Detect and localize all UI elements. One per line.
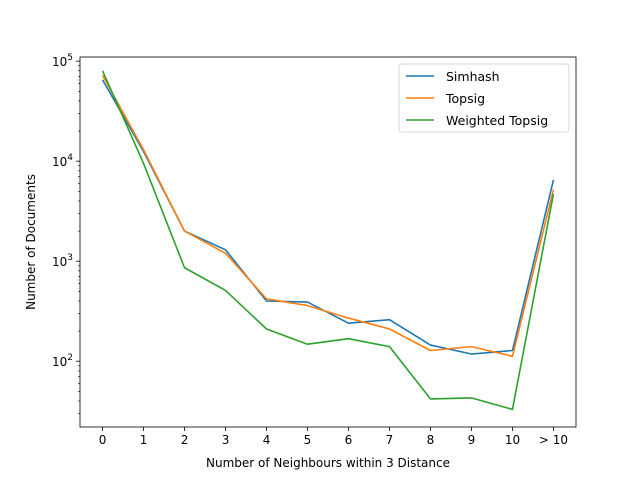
y-tick-label: 105 [52,53,73,69]
x-tick-label: 4 [263,433,271,447]
x-axis-ticks: 0 1 2 3 4 5 6 7 8 9 10 > 10 [99,427,568,447]
x-tick-label: 5 [304,433,312,447]
x-tick-label: 6 [345,433,353,447]
legend-entry: Simhash [446,69,500,84]
x-tick-label: 2 [181,433,189,447]
series-layer [101,70,555,411]
x-tick-label: 10 [505,433,520,447]
legend-entry: Weighted Topsig [446,113,548,128]
y-axis-label: Number of Documents [24,174,38,310]
series-line-weighted-topsig [101,70,555,411]
y-tick-label: 104 [52,153,73,169]
legend-entry: Topsig [445,91,485,106]
x-tick-label: 9 [468,433,476,447]
y-tick-label: 103 [52,253,73,269]
x-tick-label: 1 [140,433,148,447]
legend: Simhash Topsig Weighted Topsig [398,63,570,133]
x-tick-label: 8 [427,433,435,447]
x-axis-label: Number of Neighbours within 3 Distance [206,456,450,470]
y-tick-label: 102 [52,353,73,369]
series-line-topsig [101,75,555,358]
x-tick-label: 0 [99,433,107,447]
legend-box [398,63,570,133]
y-axis-ticks: 102 103 104 105 [52,53,80,414]
x-tick-label: > 10 [539,433,568,447]
x-tick-label: 7 [386,433,394,447]
x-tick-label: 3 [222,433,230,447]
